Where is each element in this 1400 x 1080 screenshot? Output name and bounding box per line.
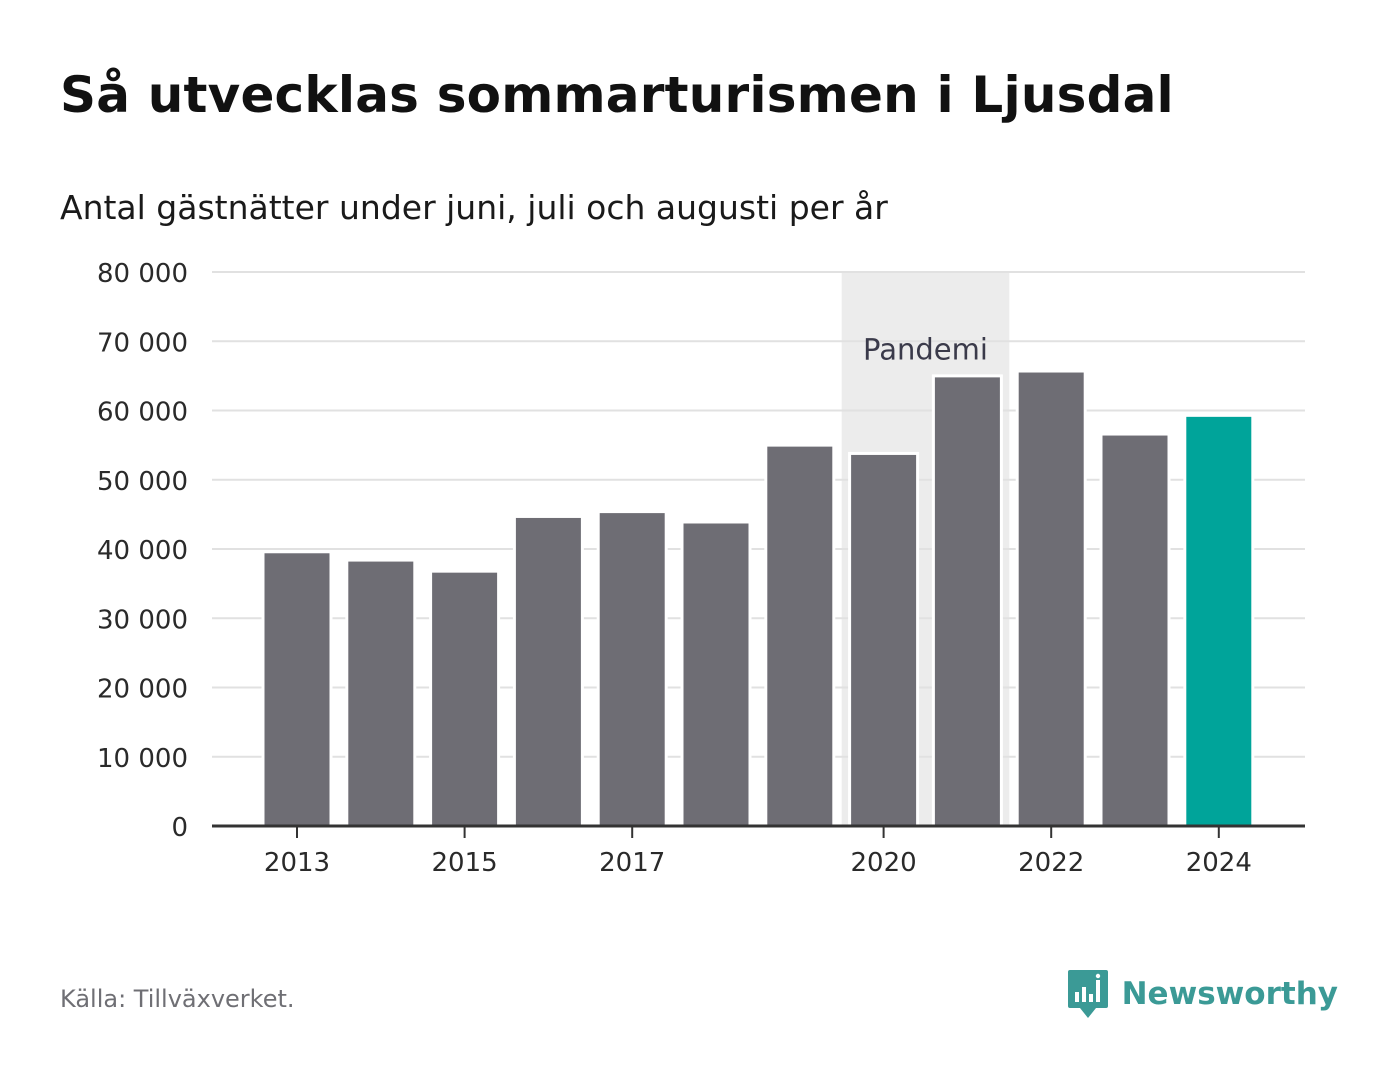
x-tick-label: 2013 [264,848,330,878]
bar-2016 [512,514,584,828]
x-tick-label: 2022 [1018,848,1084,878]
bar-2014 [345,558,417,828]
bar-2017 [596,510,668,828]
x-tick-label: 2020 [851,848,917,878]
y-tick-label: 0 [171,813,188,843]
bar-2021 [931,374,1003,828]
y-tick-label: 20 000 [97,675,188,705]
chart-subtitle: Antal gästnätter under juni, juli och au… [60,188,888,227]
brand: Newsworthy [1066,968,1338,1020]
x-tick-label: 2024 [1186,848,1252,878]
y-tick-label: 30 000 [97,605,188,635]
y-tick-label: 70 000 [97,328,188,358]
brand-name: Newsworthy [1121,976,1338,1012]
bar-2013 [261,550,333,828]
annotation-label: Pandemi [863,332,988,366]
x-tick-label: 2017 [599,848,665,878]
y-tick-label: 80 000 [97,259,188,289]
chart-title: Så utvecklas sommarturismen i Ljusdal [60,66,1174,124]
bar-2018 [680,520,752,828]
y-tick-label: 60 000 [97,398,188,428]
source-note: Källa: Tillväxverket. [60,985,295,1013]
bar-2022 [1015,369,1087,828]
y-tick-label: 40 000 [97,536,188,566]
bar-2024 [1183,413,1255,828]
bar-2023 [1099,432,1171,828]
bar-2019 [764,443,836,828]
newsworthy-logo-icon [1067,970,1108,1018]
bar-2015 [429,569,501,828]
x-tick-label: 2015 [432,848,498,878]
y-tick-label: 10 000 [97,744,188,774]
bar-2020 [848,451,920,828]
y-tick-label: 50 000 [97,467,188,497]
